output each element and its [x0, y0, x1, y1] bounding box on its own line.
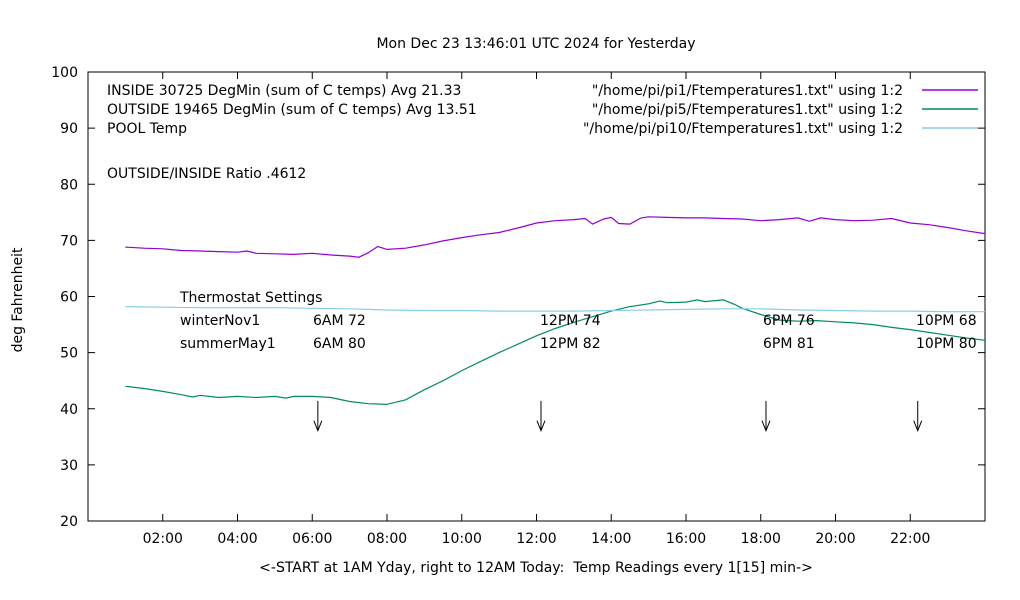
plot-dynamic-layer: 02:00 04:00 06:00 08:00 10:00 12:00 14:00 16:00…	[51, 65, 986, 547]
thermostat-title: Thermostat Settings	[179, 290, 322, 306]
series-line-pool	[125, 306, 985, 313]
x-tick-label: 02:00	[143, 531, 183, 547]
thermostat-summer-6pm: 6PM 81	[763, 336, 815, 352]
thermostat-summer-12pm: 12PM 82	[540, 336, 601, 352]
thermostat-winter-10pm: 10PM 68	[916, 313, 977, 329]
x-tick-label: 08:00	[367, 531, 407, 547]
y-tick-label: 100	[51, 65, 78, 81]
ratio-annotation: OUTSIDE/INSIDE Ratio .4612	[107, 166, 306, 182]
down-arrow-head	[761, 420, 771, 432]
thermostat-winter-12pm: 12PM 74	[540, 313, 601, 329]
y-tick-label: 30	[60, 458, 78, 474]
x-axis-label: <-START at 1AM Yday, right to 12AM Today…	[259, 560, 813, 576]
x-tick-label: 06:00	[292, 531, 332, 547]
x-tick-label: 22:00	[890, 531, 930, 547]
x-tick-label: 12:00	[516, 531, 556, 547]
y-tick-label: 90	[60, 121, 78, 137]
x-tick-label: 16:00	[666, 531, 706, 547]
legend-label-inside: INSIDE 30725 DegMin (sum of C temps) Avg…	[107, 83, 461, 99]
y-axis-label: deg Fahrenheit	[10, 247, 26, 352]
thermostat-winter-6am: 6AM 72	[313, 313, 366, 329]
x-tick-label: 14:00	[591, 531, 631, 547]
y-tick-label: 20	[60, 514, 78, 530]
down-arrow-head	[313, 420, 323, 432]
thermostat-summer-10pm: 10PM 80	[916, 336, 977, 352]
legend-source-outside: "/home/pi/pi5/Ftemperatures1.txt" using …	[592, 102, 903, 118]
x-tick-label: 04:00	[217, 531, 257, 547]
thermostat-summer-6am: 6AM 80	[313, 336, 366, 352]
x-tick-label: 20:00	[815, 531, 855, 547]
plot-text-layer: Mon Dec 23 13:46:01 UTC 2024 for Yesterd…	[10, 36, 978, 576]
y-tick-label: 70	[60, 233, 78, 249]
y-tick-label: 50	[60, 346, 78, 362]
x-tick-label: 18:00	[741, 531, 781, 547]
chart-title: Mon Dec 23 13:46:01 UTC 2024 for Yesterd…	[376, 36, 695, 52]
legend-source-inside: "/home/pi/pi1/Ftemperatures1.txt" using …	[592, 83, 903, 99]
y-tick-label: 60	[60, 290, 78, 306]
down-arrow-head	[913, 420, 923, 432]
down-arrow-head	[536, 420, 546, 432]
y-tick-label: 80	[60, 177, 78, 193]
series-line-inside	[125, 216, 986, 258]
thermostat-winter-6pm: 6PM 76	[763, 313, 815, 329]
thermostat-winter-season: winterNov1	[180, 313, 260, 329]
x-tick-label: 10:00	[442, 531, 482, 547]
thermostat-summer-season: summerMay1	[180, 336, 276, 352]
series-line-outside	[125, 299, 986, 405]
legend-source-pool: "/home/pi/pi10/Ftemperatures1.txt" using…	[583, 121, 903, 137]
legend-label-outside: OUTSIDE 19465 DegMin (sum of C temps) Av…	[107, 102, 477, 118]
legend-label-pool: POOL Temp	[107, 121, 187, 137]
y-tick-label: 40	[60, 402, 78, 418]
